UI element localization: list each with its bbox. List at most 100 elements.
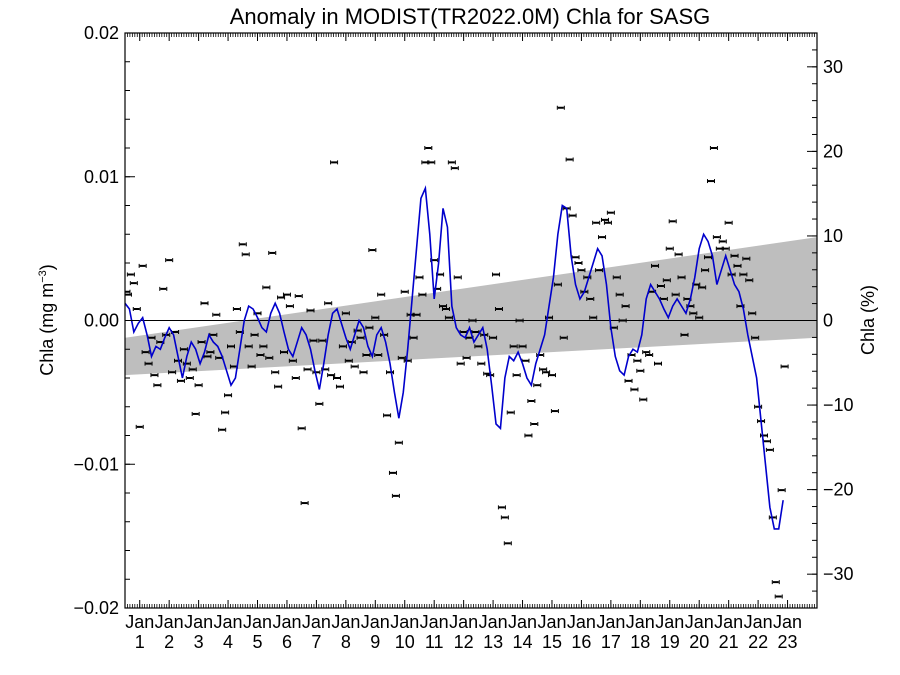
data-point (492, 272, 501, 277)
x-tick-month: Jan (272, 612, 301, 632)
data-point (680, 332, 689, 337)
x-tick-year: 20 (689, 632, 709, 652)
y-right-tick-label: 0 (823, 311, 833, 331)
data-point (368, 248, 377, 253)
data-point (618, 318, 627, 323)
data-point (356, 335, 365, 340)
x-tick-year: 22 (748, 632, 768, 652)
data-point (444, 315, 453, 320)
x-tick-year: 23 (778, 632, 798, 652)
data-point (586, 296, 595, 301)
x-tick-month: Jan (596, 612, 625, 632)
data-point (377, 292, 386, 297)
data-point (468, 318, 477, 323)
data-point (327, 373, 336, 378)
y-left-tick-label: 0.02 (84, 23, 119, 43)
data-point (206, 350, 215, 355)
data-point (518, 344, 527, 349)
x-tick-year: 9 (370, 632, 380, 652)
x-tick-month: Jan (214, 612, 243, 632)
data-point (138, 263, 147, 268)
data-point (462, 355, 471, 360)
data-point (424, 146, 433, 150)
x-tick-month: Jan (537, 612, 566, 632)
y-axis-left-label: Chla (mg m−3) (37, 264, 57, 376)
data-point (768, 515, 777, 520)
data-point (221, 410, 230, 415)
data-point (197, 340, 206, 345)
y-left-tick-label: −0.02 (73, 598, 119, 618)
x-tick-year: 17 (601, 632, 621, 652)
x-tick-year: 21 (719, 632, 739, 652)
data-point (695, 315, 704, 320)
data-point (244, 344, 253, 349)
data-point (592, 220, 601, 225)
data-point (630, 387, 639, 392)
data-point (689, 311, 698, 316)
data-point (126, 272, 135, 277)
data-point (656, 284, 665, 288)
data-point (777, 488, 786, 493)
y-right-tick-label: 30 (823, 57, 843, 77)
data-point (247, 364, 256, 369)
data-point (250, 332, 259, 337)
data-point (651, 263, 660, 268)
data-point (574, 261, 583, 265)
data-point (403, 358, 412, 363)
data-point (238, 242, 247, 247)
data-point (188, 367, 197, 372)
x-tick-year: 1 (135, 632, 145, 652)
data-point (386, 370, 395, 375)
y-axis-right: −30 −20 −10 0 10 20 30 (807, 49, 854, 592)
data-point (615, 292, 624, 297)
data-point (704, 255, 713, 260)
data-point (129, 281, 138, 286)
data-point (294, 294, 303, 299)
data-point (141, 350, 150, 355)
smoothed-line (125, 185, 784, 530)
chart-title: Anomaly in MODIST(TR2022.0M) Chla for SA… (230, 4, 710, 29)
data-point (733, 263, 742, 268)
data-point (780, 364, 789, 369)
data-point (456, 361, 465, 366)
data-point (568, 213, 577, 218)
data-point (474, 344, 483, 349)
x-tick-month: Jan (479, 612, 508, 632)
data-point (400, 289, 409, 294)
data-point (427, 160, 436, 165)
data-point (280, 350, 289, 355)
data-point (412, 312, 421, 317)
data-point (383, 413, 392, 418)
x-tick-month: Jan (390, 612, 419, 632)
data-point (748, 311, 757, 316)
data-point (256, 353, 265, 357)
data-point (324, 301, 333, 306)
data-point (621, 304, 630, 309)
data-point (533, 383, 542, 388)
y-axis-left-label-sup: −3 (37, 270, 49, 283)
data-point (506, 410, 515, 415)
data-point (739, 272, 748, 277)
data-point (150, 373, 159, 378)
data-point (159, 286, 168, 291)
data-point (762, 439, 771, 444)
data-point (291, 376, 300, 380)
data-point (530, 422, 539, 426)
data-point (394, 440, 403, 445)
x-tick-year: 11 (425, 632, 444, 652)
data-point (374, 353, 383, 357)
data-point (265, 355, 274, 360)
y-axis-left: −0.02 −0.01 0.00 0.01 0.02 (73, 23, 135, 618)
data-point (645, 353, 654, 357)
data-point (565, 157, 574, 162)
data-point (397, 355, 406, 360)
data-point (665, 246, 674, 251)
data-point (589, 315, 598, 320)
data-point (277, 295, 286, 300)
data-point (362, 353, 371, 357)
y-right-tick-label: 20 (823, 141, 843, 161)
x-tick-month: Jan (655, 612, 684, 632)
data-point (262, 285, 271, 290)
x-tick-year: 4 (223, 632, 233, 652)
